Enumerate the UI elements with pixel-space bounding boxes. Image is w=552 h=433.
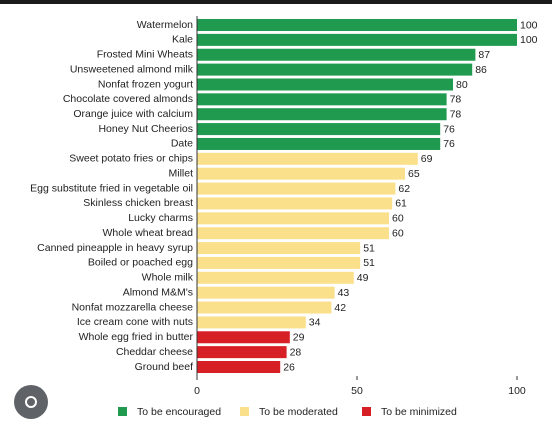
y-tick-label: Nonfat frozen yogurt [98,78,193,90]
y-tick-label: Egg substitute fried in vegetable oil [30,182,193,194]
value-label: 61 [395,198,407,210]
x-tick-label: 0 [194,385,200,397]
value-label: 34 [309,317,321,329]
y-tick-label: Honey Nut Cheerios [98,123,193,135]
value-label: 43 [338,287,350,299]
value-label: 100 [520,19,538,31]
value-label: 42 [334,302,346,314]
y-tick-label: Whole wheat bread [103,227,194,239]
y-tick-label: Unsweetened almond milk [70,63,194,75]
legend-label: To be minimized [381,406,457,418]
y-tick-label: Frosted Mini Wheats [97,49,193,61]
value-label: 100 [520,34,538,46]
y-tick-label: Ground beef [135,361,193,373]
bar [197,78,453,91]
bar [197,108,447,121]
bar [197,33,517,46]
y-tick-label: Whole egg fried in butter [79,331,194,343]
value-label: 78 [450,109,462,121]
y-tick-label: Almond M&M's [123,286,193,298]
bar [197,63,473,76]
y-tick-label: Skinless chicken breast [83,197,193,209]
value-label: 78 [450,94,462,106]
lens-glyph [25,396,37,408]
bar [197,271,354,284]
bar [197,48,476,61]
y-tick-label: Boiled or poached egg [88,257,193,269]
legend-swatch [118,407,127,416]
lens-button[interactable] [14,385,48,419]
bar [197,316,306,329]
y-tick-label: Canned pineapple in heavy syrup [37,242,193,254]
bar [197,93,447,106]
bar [197,212,389,225]
value-label: 51 [363,257,375,269]
value-label: 28 [290,346,302,358]
bar [197,123,441,136]
x-tick-label: 50 [351,385,363,397]
bar [197,301,332,314]
value-label: 60 [392,227,404,239]
bar [197,19,517,31]
bar [197,256,361,269]
bar [197,197,393,210]
value-label: 76 [443,123,455,135]
bar [197,182,396,195]
y-tick-label: Whole milk [142,272,194,284]
legend-swatch [240,407,249,416]
y-tick-label: Ice cream cone with nuts [77,316,193,328]
value-label: 51 [363,242,375,254]
bar [197,152,418,165]
bar [197,331,290,344]
value-label: 86 [475,64,487,76]
legend-swatch [362,407,371,416]
bar [197,167,405,180]
y-tick-label: Kale [172,34,193,46]
y-tick-label: Lucky charms [128,212,193,224]
top-bar [0,0,552,4]
value-label: 76 [443,138,455,150]
y-tick-label: Nonfat mozzarella cheese [72,301,194,313]
value-label: 49 [357,272,369,284]
value-label: 62 [398,183,410,195]
y-tick-label: Date [171,138,193,150]
value-label: 29 [293,332,305,344]
y-tick-label: Cheddar cheese [116,346,193,358]
value-label: 26 [283,361,295,373]
bar [197,227,389,240]
bar [197,361,281,374]
y-tick-label: Orange juice with calcium [73,108,193,120]
value-label: 87 [478,49,490,61]
y-tick-label: Chocolate covered almonds [63,93,193,105]
value-label: 69 [421,153,433,165]
value-label: 80 [456,79,468,91]
y-tick-label: Watermelon [137,19,193,31]
bar [197,286,335,299]
value-label: 60 [392,213,404,225]
legend-label: To be encouraged [137,406,221,418]
bar [197,242,361,255]
x-tick-label: 100 [508,385,526,397]
y-tick-label: Sweet potato fries or chips [69,153,193,165]
y-tick-label: Millet [168,167,193,179]
legend-label: To be moderated [259,406,338,418]
value-label: 65 [408,168,420,180]
bar [197,346,287,359]
bar [197,137,441,150]
lens-icon[interactable] [14,385,48,419]
